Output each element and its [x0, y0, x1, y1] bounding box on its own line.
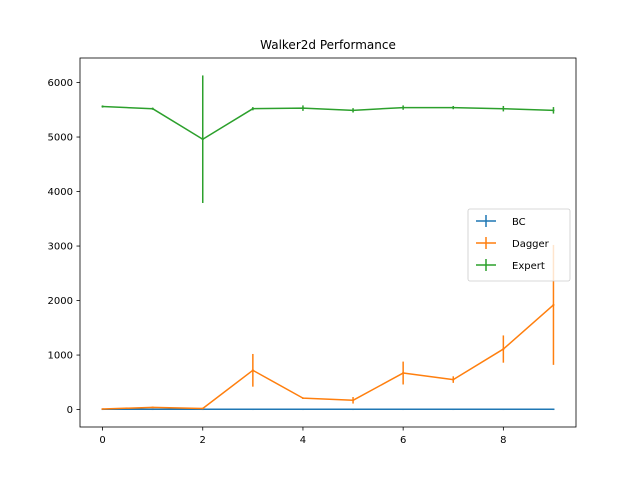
- y-tick-label: 4000: [48, 187, 73, 198]
- series-expert: [101, 75, 555, 203]
- x-tick-label: 4: [300, 435, 306, 446]
- y-tick-label: 5000: [48, 133, 73, 144]
- legend-label: Expert: [512, 261, 545, 272]
- legend-label: BC: [512, 217, 526, 228]
- x-axis: 0 2 4 6 8: [99, 427, 507, 446]
- series-layer: [101, 75, 555, 411]
- legend-entry-expert: Expert: [476, 259, 545, 272]
- y-axis: 0 1000 2000 3000 4000 5000 6000: [48, 78, 80, 416]
- chart-title: Walker2d Performance: [260, 38, 396, 52]
- series-line: [102, 304, 554, 410]
- y-tick-label: 2000: [48, 296, 73, 307]
- legend-entry-bc: BC: [476, 215, 526, 228]
- x-tick-label: 8: [500, 435, 506, 446]
- y-tick-label: 3000: [48, 242, 73, 253]
- legend-label: Dagger: [512, 239, 550, 250]
- x-tick-label: 0: [99, 435, 105, 446]
- x-tick-label: 6: [400, 435, 406, 446]
- legend-box: [467, 208, 571, 282]
- series-bc: [101, 408, 555, 411]
- legend-entry-dagger: Dagger: [476, 237, 550, 250]
- y-tick-label: 1000: [48, 351, 73, 362]
- series-line: [102, 105, 554, 140]
- legend: BC Dagger Expert: [467, 208, 571, 282]
- y-tick-label: 0: [67, 405, 73, 416]
- x-tick-label: 2: [200, 435, 206, 446]
- y-tick-label: 6000: [48, 78, 73, 89]
